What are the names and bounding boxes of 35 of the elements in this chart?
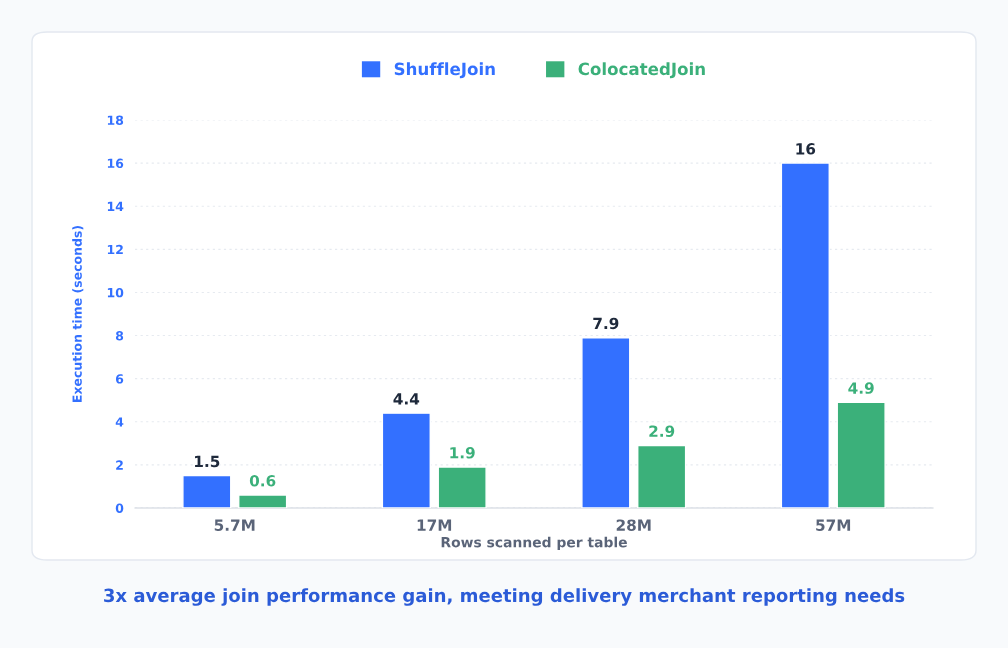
data-label: 16 [796, 143, 816, 155]
data-label: 1.9 [450, 446, 475, 459]
bar [581, 337, 631, 508]
text: 3x average join performance gain, meeting delivery merchant reporting needs [104, 588, 905, 606]
x-tick-label: 17M [417, 519, 452, 531]
y-tick-label: 10 [107, 287, 124, 298]
legend-label: ColocatedJoin [578, 62, 705, 79]
bar [238, 494, 288, 508]
data-label: 1.5 [195, 455, 220, 468]
data-label: 4.4 [393, 393, 420, 405]
bar [637, 444, 687, 508]
y-tick-label: 8 [115, 331, 124, 341]
data-label: 4.9 [848, 382, 874, 394]
y-tick-label: 16 [107, 158, 124, 169]
bar [437, 466, 487, 508]
y-tick-label: 6 [115, 374, 124, 384]
bar [780, 162, 830, 508]
data-label: 2.9 [649, 425, 675, 437]
x-tick-label: 28M [616, 519, 651, 531]
bar [381, 412, 431, 508]
bar [182, 474, 232, 508]
y-axis-title: Execution time (seconds) [72, 225, 84, 402]
y-tick-label: 18 [107, 115, 124, 125]
bar [836, 401, 886, 508]
y-tick-label: 14 [107, 201, 124, 211]
y-tick-label: 12 [107, 244, 123, 255]
x-tick-label: 5.7M [214, 519, 255, 531]
data-label: 0.6 [249, 474, 276, 487]
legend-label: ShuffleJoin [394, 62, 495, 79]
y-tick-label: 0 [115, 503, 124, 513]
x-tick-label: 57M [816, 519, 851, 531]
y-tick-label: 2 [116, 460, 123, 470]
data-label: 7.9 [593, 317, 619, 330]
x-axis-title: Rows scanned per table [441, 536, 627, 551]
y-tick-label: 4 [115, 417, 124, 427]
